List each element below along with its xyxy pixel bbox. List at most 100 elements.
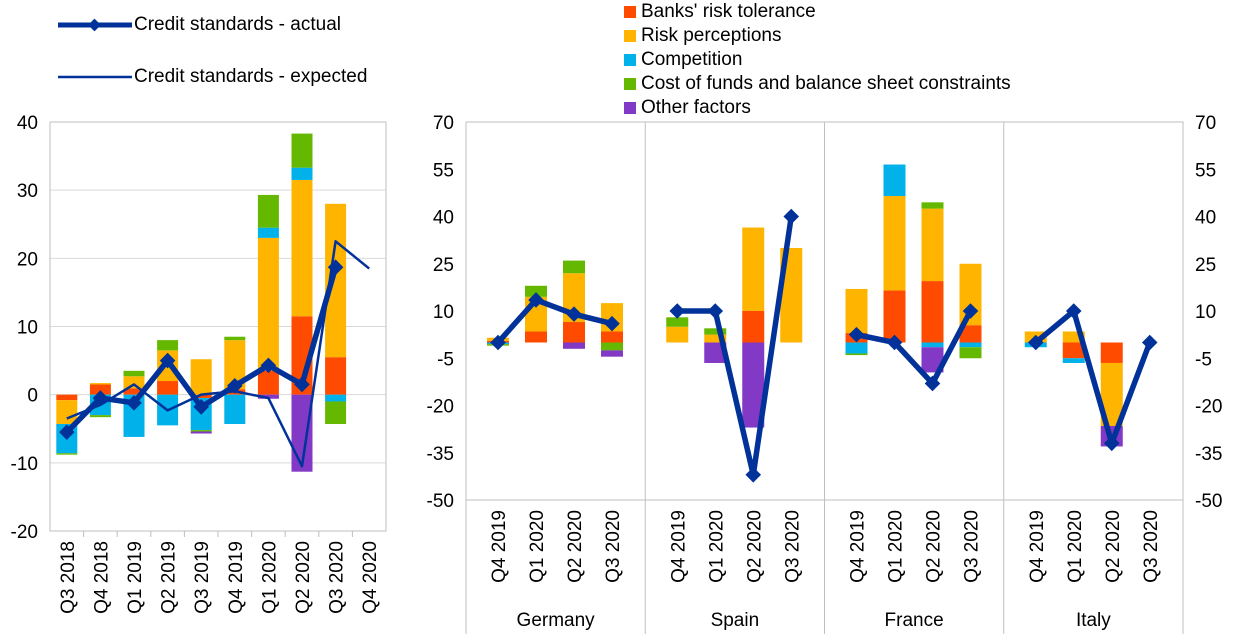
right-ytick-label-left: 10: [433, 302, 454, 323]
left-ytick-label: 0: [27, 386, 38, 407]
right-xtick-label: Q4 2019: [668, 510, 689, 583]
legend-item-actual: Credit standards - actual: [56, 13, 367, 37]
legend-item-expected: Credit standards - expected: [56, 65, 367, 89]
left-line-expected: [66, 240, 370, 468]
right-group-label: Germany: [517, 610, 596, 631]
right-group-label: Italy: [1076, 610, 1111, 631]
left-bar-risk_perceptions-5: [224, 340, 246, 390]
left-bar-risk_perceptions-4: [190, 359, 212, 395]
left-bar-risk_tolerance-4: [190, 394, 212, 399]
right-xtick-label: Q3 2020: [1141, 510, 1162, 583]
right-bar-cost_of_funds-g2-0: [845, 353, 868, 356]
left-bar-cost_of_funds-2: [123, 370, 145, 377]
left-xtick-label: Q4 2019: [226, 541, 247, 614]
legend-item-competition: Competition: [624, 48, 1011, 72]
left-xtick-label: Q4 2018: [91, 541, 112, 614]
left-bar-risk_perceptions-2: [123, 376, 145, 389]
left-bar-cost_of_funds-7: [291, 133, 313, 168]
left-ytick-label: 40: [17, 113, 38, 134]
right-bar-cost_of_funds-g1-1: [704, 328, 727, 335]
right-bar-cost_of_funds-g2-3: [959, 347, 982, 359]
right-bar-competition-g2-0: [845, 342, 868, 354]
left-bar-cost_of_funds-3: [157, 340, 179, 351]
right-ytick-label-right: 55: [1195, 160, 1216, 181]
legend-item-other: Other factors: [624, 96, 1011, 120]
right-bar-risk_tolerance-g2-3: [959, 325, 982, 343]
right-point-actual-3-0: [1027, 334, 1044, 351]
left-point-actual-5: [227, 378, 243, 394]
right-bar-cost_of_funds-g0-3: [601, 342, 623, 351]
left-ytick-label: -10: [11, 454, 38, 475]
legend-lines: Credit standards - actual Credit standar…: [56, 13, 367, 89]
right-ytick-label-left: 25: [433, 255, 454, 276]
left-bar-risk_tolerance-6: [257, 370, 279, 395]
left-bar-risk_perceptions-0: [56, 400, 78, 424]
swatch-other: [624, 102, 636, 114]
right-bar-risk_perceptions-g2-1: [883, 196, 906, 291]
right-xtick-label: Q1 2020: [527, 510, 548, 583]
right-ytick-label-right: -50: [1195, 491, 1222, 512]
left-bar-risk_tolerance-0: [56, 394, 78, 401]
right-bar-risk_perceptions-g3-2: [1100, 362, 1123, 426]
right-xtick-label: Q2 2020: [1103, 510, 1124, 583]
right-xtick-label: Q3 2020: [962, 510, 983, 583]
left-bar-risk_tolerance-8: [325, 357, 347, 395]
right-bar-other-g0-3: [601, 350, 623, 357]
right-ytick-label-right: 10: [1195, 302, 1216, 323]
left-bar-risk_tolerance-2: [123, 388, 145, 395]
right-point-actual-1-0: [669, 303, 686, 319]
right-bar-risk_perceptions-g3-1: [1062, 331, 1085, 343]
right-ytick-label-left: 70: [433, 113, 454, 134]
right-bar-other-g0-2: [563, 342, 585, 349]
right-bar-other-g2-2: [921, 347, 944, 373]
right-bar-risk_perceptions-g2-2: [921, 208, 944, 282]
right-ytick-label-right: 70: [1195, 113, 1216, 134]
swatch-competition: [624, 54, 636, 66]
right-bar-risk_tolerance-g2-1: [883, 290, 906, 343]
left-xtick-label: Q4 2020: [360, 541, 381, 614]
right-ytick-label-left: 40: [433, 208, 454, 229]
right-ytick-label-left: -50: [427, 491, 454, 512]
legend-item-risk-perceptions: Risk perceptions: [624, 24, 1011, 48]
left-xtick-label: Q2 2019: [159, 541, 180, 614]
left-ytick-label: 10: [17, 318, 38, 339]
right-xtick-label: Q1 2020: [1065, 510, 1086, 583]
right-bar-risk_tolerance-g2-2: [921, 281, 944, 343]
right-point-actual-1-1: [707, 303, 724, 319]
right-point-actual-3-3: [1141, 334, 1158, 351]
left-bar-other-7: [291, 394, 313, 472]
right-xtick-label: Q4 2019: [1027, 510, 1048, 583]
legend-expected-swatch: [58, 75, 132, 79]
right-bar-risk_tolerance-g3-1: [1062, 342, 1085, 359]
left-bar-risk_tolerance-3: [157, 381, 179, 395]
legend-item-risk-tolerance: Banks' risk tolerance: [624, 0, 1011, 24]
left-xtick-label: Q3 2020: [327, 541, 348, 614]
legend-label-other: Other factors: [641, 97, 751, 118]
legend-item-cost-of-funds: Cost of funds and balance sheet constrai…: [624, 72, 1011, 96]
right-bar-cost_of_funds-g0-2: [563, 260, 585, 274]
right-bar-cost_of_funds-g0-1: [525, 285, 547, 297]
left-bar-competition-8: [325, 394, 347, 402]
right-point-actual-1-3: [783, 208, 800, 225]
left-bar-other-6: [257, 394, 279, 399]
right-xtick-label: Q2 2020: [565, 510, 586, 583]
left-bar-competition-6: [257, 227, 279, 238]
right-ytick-label-left: -5: [437, 349, 454, 370]
left-xtick-label: Q3 2019: [192, 541, 213, 614]
right-bar-cost_of_funds-g2-2: [921, 202, 944, 209]
right-line-actual-2: [855, 309, 973, 387]
left-bar-cost_of_funds-8: [325, 401, 347, 424]
left-point-actual-4: [193, 399, 209, 415]
left-ytick-label: -20: [11, 522, 38, 543]
right-xtick-label: Q1 2020: [706, 510, 727, 583]
legend-label-expected: Credit standards - expected: [134, 66, 368, 87]
left-bar-risk_perceptions-6: [257, 237, 279, 371]
legend-label-actual: Credit standards - actual: [134, 14, 341, 35]
right-point-actual-3-1: [1065, 303, 1082, 319]
right-bar-risk_perceptions-g1-1: [704, 334, 727, 343]
right-bar-cost_of_funds-g1-0: [666, 317, 689, 327]
left-ytick-label: 20: [17, 249, 38, 270]
left-bar-cost_of_funds-0: [56, 453, 78, 455]
right-bar-other-g1-2: [742, 342, 765, 428]
